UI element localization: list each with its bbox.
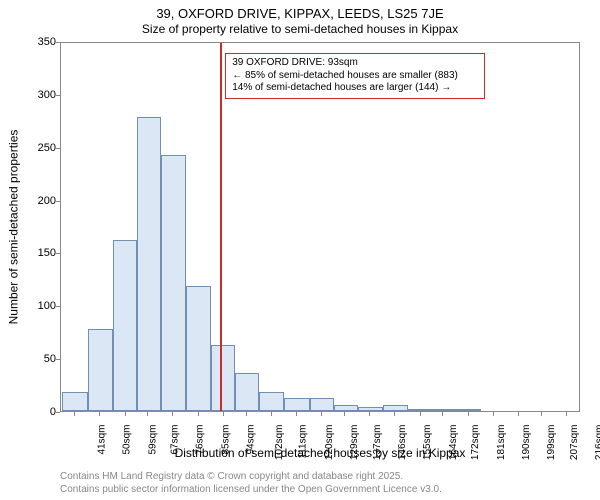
x-tick-mark: [493, 412, 494, 416]
x-tick-mark: [147, 412, 148, 416]
y-tick-mark: [56, 306, 60, 307]
y-tick-label: 100: [38, 300, 56, 312]
y-tick-label: 350: [38, 36, 56, 48]
property-marker-line: [220, 43, 222, 411]
attribution-footer: Contains HM Land Registry data © Crown c…: [60, 470, 580, 496]
x-tick-mark: [420, 412, 421, 416]
y-tick-mark: [56, 42, 60, 43]
property-annotation: 39 OXFORD DRIVE: 93sqm← 85% of semi-deta…: [225, 53, 485, 99]
x-tick-mark: [369, 412, 370, 416]
histogram-bar: [383, 405, 408, 411]
y-tick-label: 300: [38, 89, 56, 101]
x-tick-mark: [541, 412, 542, 416]
y-tick-mark: [56, 148, 60, 149]
histogram-bar: [358, 407, 383, 411]
chart-title-address: 39, OXFORD DRIVE, KIPPAX, LEEDS, LS25 7J…: [0, 6, 600, 21]
annotation-line: 14% of semi-detached houses are larger (…: [232, 82, 478, 95]
x-tick-mark: [394, 412, 395, 416]
histogram-bar: [408, 409, 432, 411]
x-tick-mark: [172, 412, 173, 416]
histogram-bar: [186, 286, 211, 411]
footer-line-2: Contains public sector information licen…: [60, 483, 580, 496]
y-tick-mark: [56, 412, 60, 413]
x-tick-mark: [518, 412, 519, 416]
x-tick-mark: [198, 412, 199, 416]
histogram-bar: [88, 329, 113, 411]
histogram-bar: [456, 409, 481, 411]
histogram-bar: [211, 345, 235, 411]
y-tick-mark: [56, 253, 60, 254]
x-tick-mark: [296, 412, 297, 416]
y-tick-label: 150: [38, 247, 56, 259]
histogram-bar: [235, 373, 259, 411]
y-tick-mark: [56, 201, 60, 202]
y-tick-mark: [56, 95, 60, 96]
x-tick-mark: [246, 412, 247, 416]
x-tick-mark: [223, 412, 224, 416]
y-tick-label: 50: [44, 353, 56, 365]
chart-container: 39, OXFORD DRIVE, KIPPAX, LEEDS, LS25 7J…: [0, 0, 600, 500]
plot-area: 39 OXFORD DRIVE: 93sqm← 85% of semi-deta…: [60, 42, 580, 412]
histogram-bar: [161, 155, 186, 411]
annotation-line: ← 85% of semi-detached houses are smalle…: [232, 70, 478, 83]
x-tick-mark: [344, 412, 345, 416]
x-tick-mark: [125, 412, 126, 416]
y-tick-label: 250: [38, 142, 56, 154]
histogram-bar: [284, 398, 309, 411]
y-tick-label: 200: [38, 195, 56, 207]
histogram-bar: [310, 398, 334, 411]
annotation-line: 39 OXFORD DRIVE: 93sqm: [232, 57, 478, 70]
x-tick-mark: [321, 412, 322, 416]
x-tick-mark: [271, 412, 272, 416]
histogram-bar: [113, 240, 137, 411]
footer-line-1: Contains HM Land Registry data © Crown c…: [60, 470, 580, 483]
histogram-bar: [137, 117, 161, 411]
x-axis-label: Distribution of semi-detached houses by …: [60, 446, 580, 460]
histogram-bar: [432, 409, 456, 411]
x-tick-label: 216sqm: [594, 425, 600, 461]
x-tick-mark: [566, 412, 567, 416]
x-tick-mark: [99, 412, 100, 416]
histogram-bar: [334, 405, 358, 411]
chart-subtitle: Size of property relative to semi-detach…: [0, 22, 600, 36]
histogram-bar: [62, 392, 87, 411]
x-tick-mark: [442, 412, 443, 416]
x-tick-mark: [74, 412, 75, 416]
y-tick-mark: [56, 359, 60, 360]
histogram-bar: [259, 392, 284, 411]
x-tick-mark: [468, 412, 469, 416]
y-axis-label: Number of semi-detached properties: [4, 42, 22, 412]
